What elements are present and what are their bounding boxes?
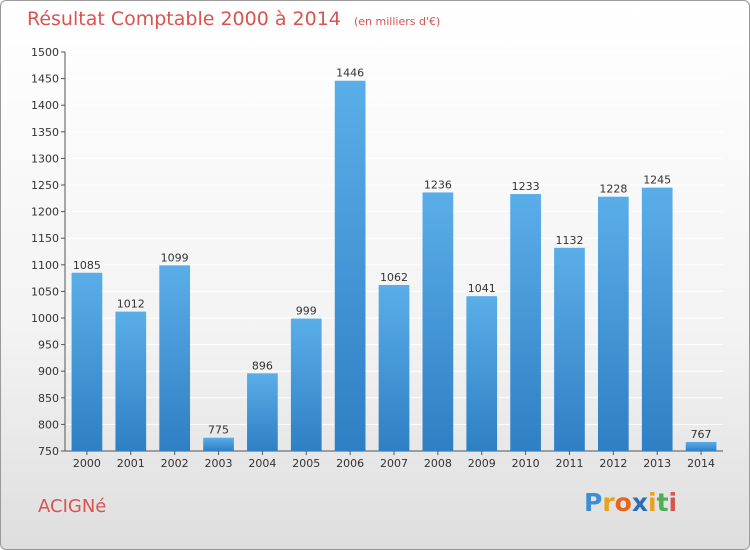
x-tick-label: 2014	[687, 457, 715, 470]
x-tick-label: 2004	[248, 457, 276, 470]
bar-2004	[247, 373, 278, 451]
labels: 1085 1012 1099 775 896 999 1446 1062 1236 1041 123…	[73, 67, 712, 441]
bar-value-label: 999	[296, 305, 317, 318]
bar-value-label: 775	[208, 424, 229, 437]
bar-value-label: 1099	[161, 251, 189, 264]
y-tick-label: 800	[38, 418, 59, 431]
y-tick-label: 1050	[31, 285, 59, 298]
bar-2001	[115, 311, 147, 451]
bar-value-label: 1062	[380, 271, 408, 284]
x-tick-label: 2006	[336, 457, 364, 470]
y-tick-label: 1300	[31, 152, 59, 165]
x-tick-label: 2011	[555, 457, 583, 470]
bar-2014	[685, 441, 717, 451]
x-tick-label: 2009	[468, 457, 496, 470]
chart-title: Résultat Comptable 2000 à 2014 (en milli…	[27, 8, 440, 30]
y-tick-label: 1250	[31, 179, 59, 192]
commune-name: ACIGNé	[38, 496, 107, 517]
bar-2007	[378, 285, 410, 451]
bar-2012	[597, 196, 629, 451]
bar-value-label: 1245	[643, 174, 671, 187]
bar-2000	[71, 272, 103, 451]
y-tick-label: 1100	[31, 259, 59, 272]
y-tick-label: 1500	[31, 46, 59, 59]
y-tick-label: 1000	[31, 312, 59, 325]
x-tick-label: 2005	[292, 457, 320, 470]
logo-letter: x	[631, 488, 648, 517]
x-tick-label: 2000	[73, 457, 101, 470]
bar-value-label: 1228	[599, 183, 627, 196]
bar-2013	[641, 187, 673, 451]
y-tick-label: 1350	[31, 126, 59, 139]
x-tick-label: 2008	[424, 457, 452, 470]
x-tick-label: 2007	[380, 457, 408, 470]
bar-value-label: 1085	[73, 259, 101, 272]
x-tick-label: 2002	[161, 457, 189, 470]
bar-2002	[159, 265, 191, 451]
proxiti-logo: Proxiti	[584, 488, 677, 517]
logo-letter: t	[656, 488, 669, 517]
bar-value-label: 1041	[468, 282, 496, 295]
logo-letter: i	[668, 488, 678, 517]
x-tick-label: 2003	[205, 457, 233, 470]
title-main: Résultat Comptable 2000 à 2014	[27, 8, 341, 30]
bars	[71, 80, 717, 451]
y-tick-label: 1400	[31, 99, 59, 112]
x-tick-label: 2012	[599, 457, 627, 470]
bar-value-label: 896	[252, 359, 273, 372]
y-tick-label: 750	[38, 445, 59, 458]
logo-letter: o	[614, 488, 632, 517]
bar-2009	[466, 296, 498, 451]
bar-value-label: 1132	[555, 234, 583, 247]
bar-value-label: 1236	[424, 178, 452, 191]
logo-letter: P	[584, 488, 603, 517]
logo-letter: r	[602, 488, 615, 517]
bar-2010	[510, 194, 541, 451]
bar-2006	[334, 80, 366, 451]
y-tick-label: 1450	[31, 73, 59, 86]
y-tick-label: 1200	[31, 206, 59, 219]
bar-2003	[203, 437, 234, 451]
x-tick-label: 2010	[512, 457, 540, 470]
bar-2008	[422, 192, 454, 451]
y-tick-label: 1150	[31, 232, 59, 245]
bar-value-label: 1446	[336, 67, 364, 80]
bar-value-label: 1233	[512, 180, 540, 193]
bar-2005	[290, 318, 322, 451]
x-tick-label: 2001	[117, 457, 145, 470]
x-tick-label: 2013	[643, 457, 671, 470]
y-tick-label: 900	[38, 365, 59, 378]
logo-letter: i	[648, 488, 657, 517]
y-tick-label: 850	[38, 392, 59, 405]
axes: 750 800 850 900 950 1000 1050 1100 1150 1200 1250 1…	[31, 46, 723, 470]
title-unit: (en milliers d'€)	[353, 15, 441, 28]
bar-value-label: 767	[691, 428, 712, 441]
bar-value-label: 1012	[117, 298, 145, 311]
y-tick-label: 950	[38, 339, 59, 352]
bar-2011	[554, 247, 585, 451]
